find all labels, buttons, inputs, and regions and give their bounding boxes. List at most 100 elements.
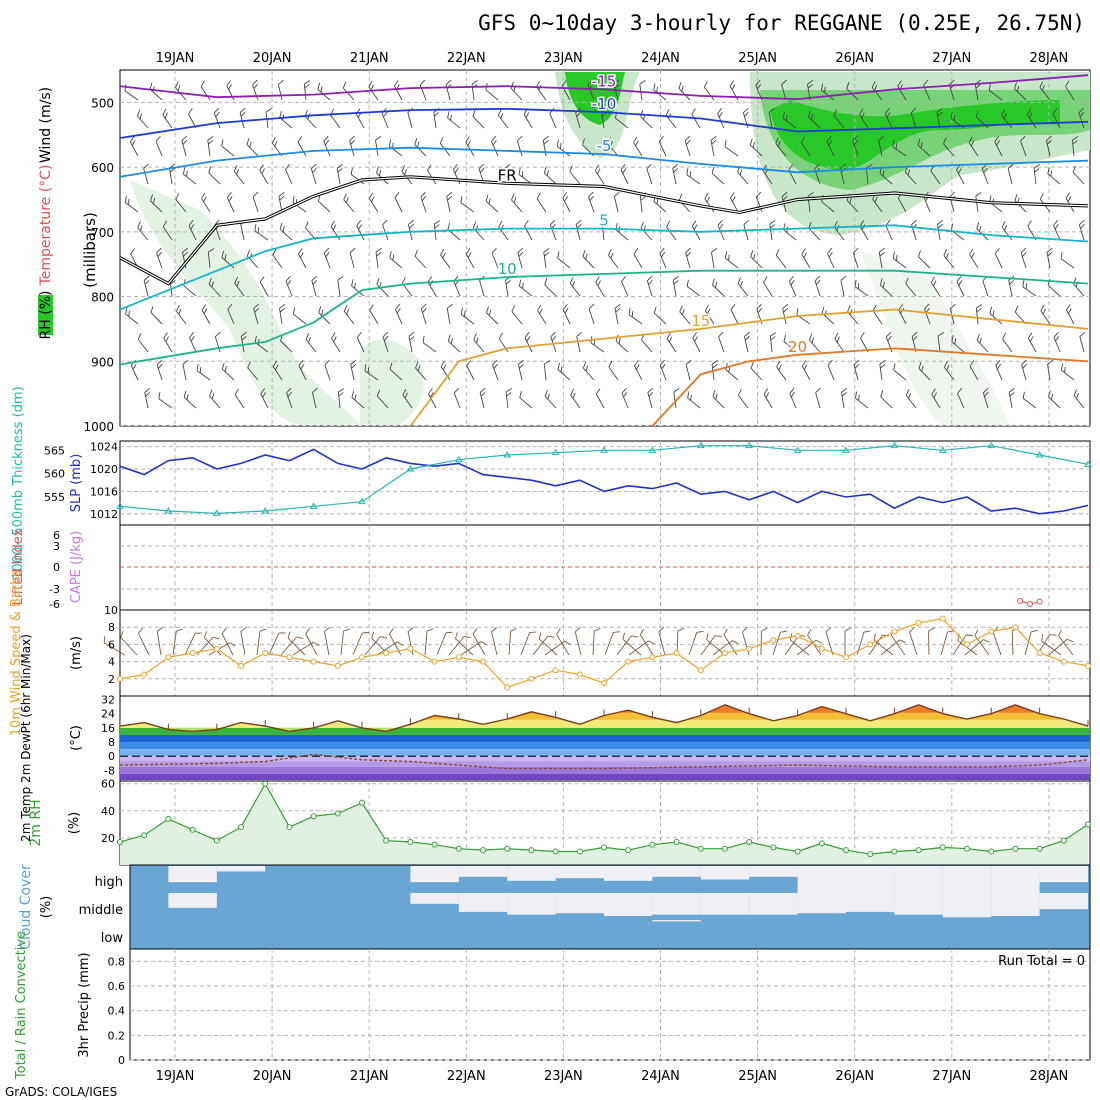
wind-barb: [265, 108, 272, 129]
wind-barb: [659, 359, 667, 381]
isotherm-label: 20: [788, 338, 807, 356]
precip-tick-labels: 0 0.2 0.4 0.6 0.8: [108, 955, 126, 1067]
wind-barb: [518, 167, 533, 185]
wind-tick: 6: [108, 638, 115, 651]
rh-marker: [286, 824, 293, 831]
precip-tick: 0.6: [108, 980, 126, 993]
wind-barb: [343, 193, 355, 213]
wind-barb: [1045, 135, 1052, 157]
wind-barb: [246, 138, 259, 157]
bottom-date-label: 21JAN: [350, 1069, 389, 1084]
wind-barb: [252, 79, 259, 101]
wind-barb: [750, 361, 763, 381]
wind-barb: [537, 304, 547, 325]
wind-barb: [808, 110, 821, 129]
wind-barb: [1002, 332, 1013, 353]
top-date-label: 22JAN: [447, 51, 486, 66]
slp-tick: 1020: [90, 463, 118, 476]
rh-marker: [843, 847, 849, 854]
surface-wind-barb: [928, 627, 935, 656]
bottom-date-label: 27JAN: [932, 1069, 971, 1084]
wind-barb: [595, 276, 605, 297]
wind-barb: [607, 137, 619, 157]
wind-tick-labels: 2 4 6 8: [108, 621, 115, 686]
pressure-tick-labels: 500 600 700 800 900 1000: [83, 96, 114, 434]
wind-barb: [516, 135, 523, 157]
wind-barb: [1072, 165, 1085, 185]
cloud-clear-block: [846, 893, 895, 912]
wind-barb: [672, 163, 679, 185]
wind-barb: [755, 191, 763, 213]
wind-barb: [687, 391, 701, 409]
stability-series: [1017, 598, 1043, 607]
wind-barb: [582, 361, 595, 381]
wind-barb: [337, 388, 345, 409]
pressure-tick: 1000: [83, 420, 114, 434]
wind-barb: [685, 247, 692, 269]
bottom-date-label: 19JAN: [156, 1069, 195, 1084]
precip-tick: 0.2: [108, 1029, 126, 1042]
surface-wind-barb: [556, 628, 570, 656]
bottom-date-label: 20JAN: [253, 1069, 292, 1084]
wind-barb: [878, 247, 885, 269]
wind-barb: [519, 391, 533, 409]
thickness-marker: [842, 446, 850, 453]
wind-barb: [859, 108, 869, 129]
wind-barb: [969, 248, 979, 269]
wind-barb: [968, 136, 979, 157]
wind-barb: [356, 331, 365, 353]
wind-barb: [460, 196, 475, 213]
wind-barb: [498, 332, 509, 353]
wind-barb: [905, 277, 917, 297]
rh-marker: [359, 799, 365, 806]
wind-barb: [201, 304, 211, 325]
wind-barb: [1047, 167, 1061, 185]
wind-barb: [544, 389, 557, 409]
surface-wind-barb: [352, 632, 370, 656]
temperature-band: [120, 773, 1090, 780]
wind-barb: [865, 164, 873, 185]
wind-barb: [311, 387, 318, 409]
rh-marker: [117, 838, 123, 845]
wind-barb: [1001, 221, 1013, 241]
wind-barb: [854, 279, 869, 297]
wind-barb: [712, 390, 725, 409]
wind-barb: [446, 303, 453, 325]
wind-barb: [749, 138, 763, 157]
wind-barb: [511, 193, 523, 213]
wind-barb: [402, 388, 413, 409]
wind-barb: [297, 136, 307, 157]
surface-wind-barb: [772, 630, 788, 656]
cloud-clear-block: [652, 920, 701, 922]
wind-barb: [569, 277, 581, 297]
upper-air-panel: -15 -10 -5 FR 5 10 15 20 500 600 700 800 900 1000 (m…: [38, 69, 1091, 434]
wind-barb: [144, 387, 151, 409]
cloud-clear-block: [555, 866, 604, 879]
upper-ylabel-parts: RH (%) Temperature (°C) Wind (m/s): [38, 87, 54, 339]
wind-speed-marker: [818, 645, 825, 652]
wind-barb: [613, 79, 620, 101]
wind-speed-marker: [964, 641, 970, 648]
rh-marker: [141, 832, 148, 839]
bottom-date-label: 23JAN: [544, 1069, 583, 1084]
lifted-index-tick: -6: [49, 598, 60, 611]
slp-tick: 1016: [90, 485, 118, 498]
wind-barb: [408, 331, 415, 353]
wind-barb: [414, 138, 427, 157]
wind-barb: [440, 248, 451, 269]
isotherm-label: -15: [592, 72, 617, 90]
pressure-tick: 600: [91, 161, 114, 175]
wind-barb: [789, 387, 797, 409]
temperature-band: [120, 742, 1090, 750]
top-date-labels: 19JAN 20JAN 21JAN 22JAN 23JAN 24JAN 25JAN 26JAN…: [156, 51, 1069, 66]
wind-barb: [562, 192, 571, 213]
temperature-band: [120, 727, 1090, 735]
wind-barb: [201, 192, 211, 213]
wind-barb: [473, 333, 485, 353]
wind-speed-marker: [359, 654, 365, 661]
wind-barb: [227, 303, 235, 325]
pressure-tick: 800: [91, 291, 114, 305]
cloud-clear-block: [846, 866, 895, 893]
wind-barb: [892, 140, 907, 157]
